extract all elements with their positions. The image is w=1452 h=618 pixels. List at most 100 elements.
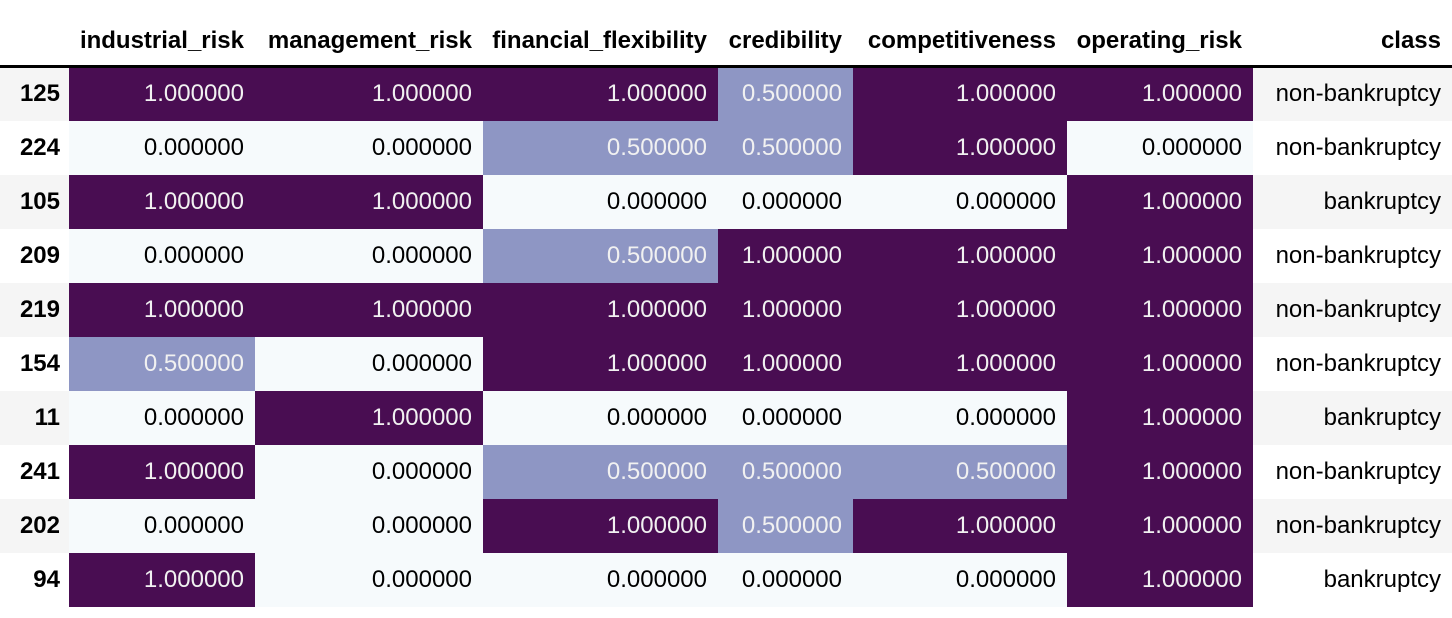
column-header-financial-flexibility: financial_flexibility xyxy=(483,0,718,68)
class-label-cell: bankruptcy xyxy=(1253,390,1452,445)
table-row: 219 1.000000 1.000000 1.000000 1.000000 1.000… xyxy=(0,282,1452,337)
column-header-industrial-risk: industrial_risk xyxy=(69,0,255,68)
gradient-value-cell: 1.000000 xyxy=(69,282,255,337)
gradient-value-cell: 0.000000 xyxy=(255,498,483,553)
table-row: 125 1.000000 1.000000 1.000000 0.500000 1.000… xyxy=(0,66,1452,121)
class-label-cell: non-bankruptcy xyxy=(1253,282,1452,337)
gradient-value-cell: 0.000000 xyxy=(853,552,1067,607)
table-row: 241 1.000000 0.000000 0.500000 0.500000 0.500… xyxy=(0,444,1452,499)
table-row: 209 0.000000 0.000000 0.500000 1.000000 1.000… xyxy=(0,228,1452,283)
gradient-value-cell: 0.000000 xyxy=(483,174,718,229)
table-row: 105 1.000000 1.000000 0.000000 0.000000 0.000… xyxy=(0,174,1452,229)
table-row: 154 0.500000 0.000000 1.000000 1.000000 1.000… xyxy=(0,336,1452,391)
gradient-value-cell: 1.000000 xyxy=(69,444,255,499)
gradient-value-cell: 1.000000 xyxy=(1067,66,1253,121)
gradient-value-cell: 1.000000 xyxy=(1067,390,1253,445)
row-index-label: 241 xyxy=(0,444,69,499)
gradient-value-cell: 0.000000 xyxy=(69,390,255,445)
gradient-value-cell: 1.000000 xyxy=(718,228,853,283)
gradient-value-cell: 0.000000 xyxy=(483,390,718,445)
table-row: 11 0.000000 1.000000 0.000000 0.000000 0.0000… xyxy=(0,390,1452,445)
gradient-value-cell: 1.000000 xyxy=(483,336,718,391)
gradient-value-cell: 1.000000 xyxy=(255,390,483,445)
gradient-value-cell: 0.000000 xyxy=(69,498,255,553)
column-header-management-risk: management_risk xyxy=(255,0,483,68)
gradient-value-cell: 0.500000 xyxy=(718,66,853,121)
gradient-value-cell: 0.500000 xyxy=(718,444,853,499)
gradient-value-cell: 0.000000 xyxy=(853,174,1067,229)
index-corner-header xyxy=(0,0,69,68)
column-header-class: class xyxy=(1253,0,1452,68)
header-row: industrial_risk management_risk financia… xyxy=(0,0,1452,68)
class-label-cell: non-bankruptcy xyxy=(1253,66,1452,121)
gradient-value-cell: 0.000000 xyxy=(718,174,853,229)
gradient-value-cell: 0.000000 xyxy=(69,120,255,175)
gradient-value-cell: 1.000000 xyxy=(483,498,718,553)
gradient-value-cell: 1.000000 xyxy=(853,66,1067,121)
gradient-value-cell: 0.000000 xyxy=(255,120,483,175)
gradient-value-cell: 1.000000 xyxy=(718,282,853,337)
gradient-value-cell: 0.000000 xyxy=(718,390,853,445)
class-label-cell: bankruptcy xyxy=(1253,552,1452,607)
row-index-label: 11 xyxy=(0,390,69,445)
table-row: 224 0.000000 0.000000 0.500000 0.500000 1.000… xyxy=(0,120,1452,175)
gradient-value-cell: 1.000000 xyxy=(1067,174,1253,229)
gradient-value-cell: 1.000000 xyxy=(255,282,483,337)
gradient-value-cell: 1.000000 xyxy=(718,336,853,391)
gradient-value-cell: 1.000000 xyxy=(255,174,483,229)
row-index-label: 202 xyxy=(0,498,69,553)
gradient-value-cell: 1.000000 xyxy=(1067,228,1253,283)
row-index-label: 154 xyxy=(0,336,69,391)
column-header-operating-risk: operating_risk xyxy=(1067,0,1253,68)
gradient-value-cell: 0.000000 xyxy=(853,390,1067,445)
table-row: 202 0.000000 0.000000 1.000000 0.500000 1.000… xyxy=(0,498,1452,553)
gradient-value-cell: 1.000000 xyxy=(483,66,718,121)
gradient-value-cell: 0.000000 xyxy=(718,552,853,607)
gradient-value-cell: 1.000000 xyxy=(1067,498,1253,553)
gradient-value-cell: 0.500000 xyxy=(483,120,718,175)
gradient-value-cell: 1.000000 xyxy=(853,120,1067,175)
gradient-value-cell: 1.000000 xyxy=(853,336,1067,391)
class-label-cell: bankruptcy xyxy=(1253,174,1452,229)
gradient-value-cell: 0.500000 xyxy=(69,336,255,391)
row-index-label: 94 xyxy=(0,552,69,607)
gradient-value-cell: 1.000000 xyxy=(255,66,483,121)
column-header-credibility: credibility xyxy=(718,0,853,68)
gradient-value-cell: 0.000000 xyxy=(255,552,483,607)
row-index-label: 219 xyxy=(0,282,69,337)
row-index-label: 224 xyxy=(0,120,69,175)
gradient-value-cell: 0.500000 xyxy=(718,120,853,175)
class-label-cell: non-bankruptcy xyxy=(1253,336,1452,391)
gradient-value-cell: 0.000000 xyxy=(1067,120,1253,175)
class-label-cell: non-bankruptcy xyxy=(1253,120,1452,175)
gradient-value-cell: 1.000000 xyxy=(853,282,1067,337)
gradient-value-cell: 1.000000 xyxy=(69,66,255,121)
gradient-value-cell: 1.000000 xyxy=(853,498,1067,553)
gradient-value-cell: 0.000000 xyxy=(255,228,483,283)
class-label-cell: non-bankruptcy xyxy=(1253,444,1452,499)
gradient-value-cell: 1.000000 xyxy=(1067,282,1253,337)
gradient-value-cell: 0.500000 xyxy=(483,444,718,499)
gradient-value-cell: 0.000000 xyxy=(255,336,483,391)
gradient-value-cell: 0.500000 xyxy=(483,228,718,283)
row-index-label: 209 xyxy=(0,228,69,283)
gradient-value-cell: 0.000000 xyxy=(483,552,718,607)
table-row: 94 1.000000 0.000000 0.000000 0.000000 0.0000… xyxy=(0,552,1452,607)
class-label-cell: non-bankruptcy xyxy=(1253,228,1452,283)
gradient-value-cell: 1.000000 xyxy=(483,282,718,337)
column-header-competitiveness: competitiveness xyxy=(853,0,1067,68)
gradient-value-cell: 0.500000 xyxy=(853,444,1067,499)
gradient-value-cell: 0.500000 xyxy=(718,498,853,553)
row-index-label: 125 xyxy=(0,66,69,121)
gradient-value-cell: 0.000000 xyxy=(255,444,483,499)
gradient-value-cell: 1.000000 xyxy=(69,552,255,607)
gradient-value-cell: 1.000000 xyxy=(69,174,255,229)
gradient-value-cell: 1.000000 xyxy=(853,228,1067,283)
class-label-cell: non-bankruptcy xyxy=(1253,498,1452,553)
gradient-value-cell: 1.000000 xyxy=(1067,336,1253,391)
row-index-label: 105 xyxy=(0,174,69,229)
table-body: 125 1.000000 1.000000 1.000000 0.500000 1.000… xyxy=(0,66,1452,607)
gradient-value-cell: 1.000000 xyxy=(1067,552,1253,607)
gradient-value-cell: 1.000000 xyxy=(1067,444,1253,499)
